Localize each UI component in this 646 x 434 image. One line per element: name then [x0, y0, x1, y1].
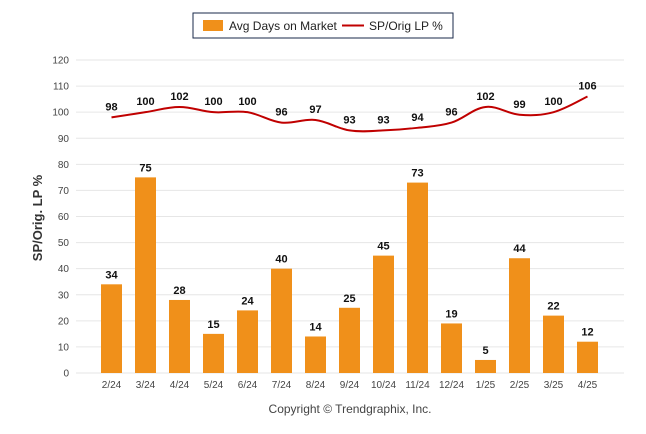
bar [543, 315, 564, 373]
x-tick-label: 3/24 [136, 380, 156, 391]
bar-value-label: 40 [275, 254, 287, 266]
line-value-label: 96 [445, 107, 457, 119]
bar-value-label: 19 [445, 308, 457, 320]
y-tick-label: 50 [58, 238, 70, 249]
x-tick-label: 7/24 [272, 380, 292, 391]
bar [407, 182, 428, 373]
bar [135, 177, 156, 373]
y-axis-title: SP/Orig. LP % [30, 174, 45, 261]
line-value-label: 102 [476, 91, 494, 103]
bar-value-label: 34 [105, 269, 118, 281]
line-value-label: 100 [204, 96, 222, 108]
bar-value-label: 73 [411, 168, 423, 180]
bar-value-label: 28 [173, 285, 185, 297]
x-tick-label: 12/24 [439, 380, 464, 391]
line-value-label: 96 [275, 107, 287, 119]
legend-label-bar: Avg Days on Market [229, 19, 337, 33]
bar [509, 258, 530, 373]
x-tick-label: 8/24 [306, 380, 326, 391]
x-tick-label: 4/25 [578, 380, 598, 391]
bar-value-label: 75 [139, 162, 151, 174]
bars [101, 177, 598, 373]
line-data-labels: 98 100 102 100 100 96 97 93 93 94 96 102 99 100 106 [105, 81, 596, 127]
legend-box [192, 12, 454, 39]
y-tick-label: 60 [58, 212, 70, 223]
y-tick-label: 40 [58, 264, 70, 275]
x-tick-label: 1/25 [476, 380, 496, 391]
copyright-text: Copyright © Trendgraphix, Inc. [269, 402, 432, 416]
x-tick-label: 2/24 [102, 380, 122, 391]
x-tick-label: 10/24 [371, 380, 396, 391]
legend: Avg Days on Market SP/Orig LP % [192, 12, 454, 39]
y-tick-label: 80 [58, 160, 70, 171]
y-tick-label: 100 [52, 108, 69, 119]
bar [577, 341, 598, 373]
line-value-label: 97 [309, 104, 321, 116]
bar [305, 336, 326, 373]
bar [373, 255, 394, 373]
line-value-label: 99 [513, 99, 525, 111]
line-value-label: 100 [238, 96, 256, 108]
y-tick-label: 10 [58, 342, 70, 353]
bar [475, 359, 496, 373]
bar [169, 299, 190, 373]
bar-value-label: 22 [547, 301, 559, 313]
line-value-label: 100 [544, 96, 562, 108]
x-tick-label: 3/25 [544, 380, 564, 391]
bar-value-label: 12 [581, 327, 593, 339]
x-tick-label: 4/24 [170, 380, 190, 391]
bar-value-label: 14 [309, 321, 322, 333]
bar [441, 323, 462, 373]
bar-value-label: 44 [513, 243, 526, 255]
gridlines [76, 59, 624, 374]
line-value-label: 98 [105, 101, 117, 113]
x-tick-label: 5/24 [204, 380, 224, 391]
bar-value-label: 25 [343, 293, 355, 305]
y-tick-label: 0 [63, 369, 69, 380]
legend-label-line: SP/Orig LP % [369, 19, 443, 33]
y-tick-label: 90 [58, 134, 70, 145]
line-value-label: 94 [411, 112, 424, 124]
y-tick-label: 110 [53, 82, 69, 93]
y-tick-label: 30 [58, 290, 70, 301]
line-value-label: 100 [136, 96, 154, 108]
line-value-label: 93 [343, 114, 355, 126]
line-series [111, 95, 588, 133]
x-tick-label: 2/25 [510, 380, 530, 391]
bar [339, 307, 360, 373]
line-value-label: 102 [170, 91, 188, 103]
x-axis-ticks: 2/24 3/24 4/24 5/24 6/24 7/24 8/24 9/24 10/24 11/… [102, 380, 598, 391]
bar [101, 284, 122, 373]
bar [271, 268, 292, 373]
y-tick-label: 70 [58, 186, 70, 197]
bar-value-label: 45 [377, 241, 389, 253]
y-tick-label: 120 [52, 56, 69, 67]
x-tick-label: 6/24 [238, 380, 258, 391]
bar-value-label: 15 [207, 319, 219, 331]
x-tick-label: 9/24 [340, 380, 360, 391]
legend-swatch-bar [203, 20, 223, 31]
bar-value-label: 5 [482, 345, 488, 357]
y-tick-label: 20 [58, 316, 70, 327]
line-value-label: 106 [578, 81, 596, 93]
bar [237, 310, 258, 373]
bar-data-labels: 34 75 28 15 24 40 14 25 45 73 19 5 44 22 12 [105, 162, 593, 357]
line-value-label: 93 [377, 114, 389, 126]
y-axis-ticks: 0 10 20 30 40 50 60 70 80 90 100 110 120 [52, 56, 69, 380]
x-tick-label: 11/24 [405, 380, 430, 391]
bar [203, 333, 224, 373]
bar-value-label: 24 [241, 295, 254, 307]
